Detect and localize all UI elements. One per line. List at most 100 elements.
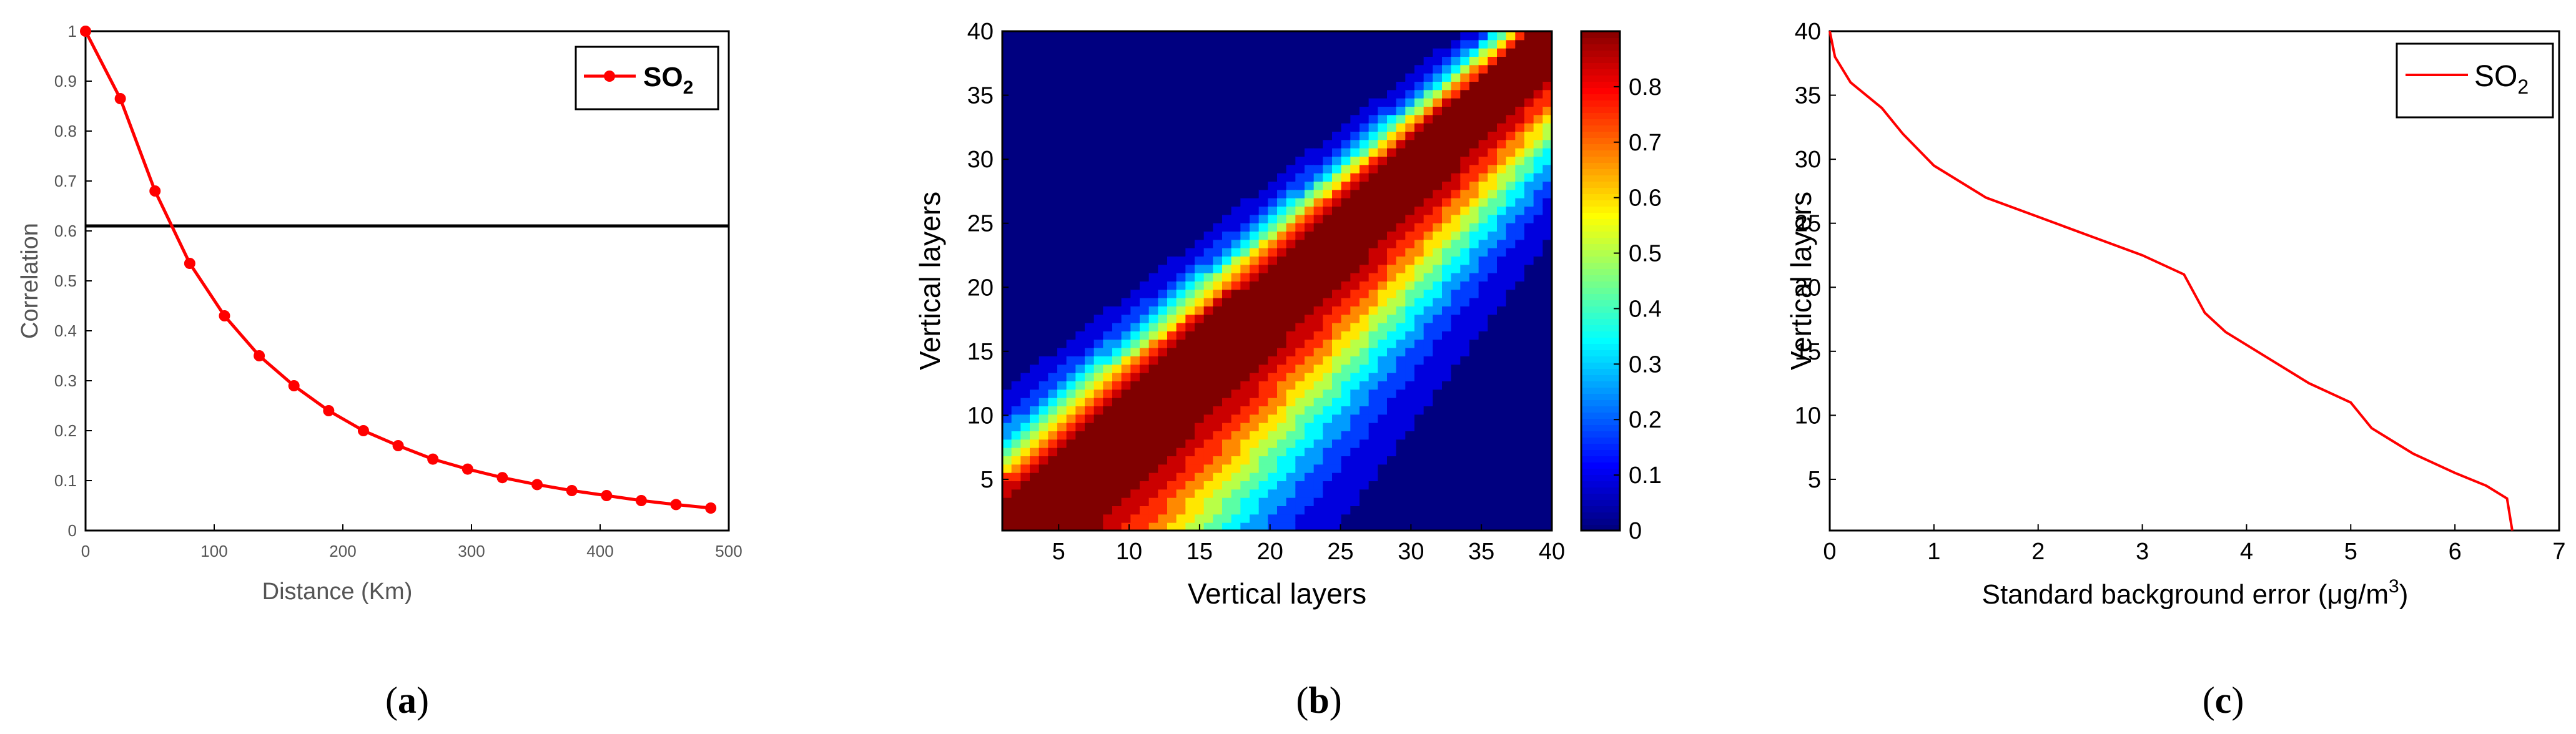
panel-b-heatmap-cell (1112, 147, 1122, 157)
panel-b-heatmap-cell (1048, 439, 1058, 448)
panel-b-heatmap-cell (1195, 39, 1205, 49)
panel-b-heatmap-cell (1057, 122, 1067, 132)
panel-b-heatmap-cell (1185, 406, 1195, 415)
panel-b-heatmap-cell (1378, 256, 1388, 265)
panel-b-heatmap-cell (1488, 81, 1498, 91)
panel-b-heatmap-cell (1378, 464, 1388, 473)
panel-b-heatmap-cell (1167, 181, 1177, 190)
panel-b-heatmap-cell (1240, 56, 1250, 66)
panel-b-heatmap-cell (1112, 206, 1122, 215)
panel-b-heatmap-cell (1488, 306, 1498, 315)
panel-b-heatmap-cell (1158, 406, 1168, 415)
panel-b-heatmap-cell (1423, 464, 1434, 473)
panel-b-heatmap-cell (1414, 514, 1424, 523)
panel-b-heatmap-cell (1515, 114, 1525, 124)
panel-b-heatmap-cell (1158, 297, 1168, 306)
panel-b-heatmap-cell (1433, 281, 1443, 290)
panel-b-heatmap-cell (1195, 156, 1205, 165)
panel-b-heatmap-cell (1066, 422, 1077, 431)
panel-b-heatmap-cell (1030, 222, 1040, 232)
panel-b-heatmap-cell (1258, 331, 1269, 340)
panel-b-heatmap-cell (1515, 206, 1525, 215)
panel-b-heatmap-cell (1405, 447, 1415, 456)
panel-b-heatmap-cell (1140, 489, 1150, 498)
panel-b-heatmap-cell (1231, 139, 1241, 149)
panel-b-heatmap-cell (1323, 72, 1333, 82)
panel-b-heatmap-cell (1203, 506, 1214, 515)
panel-b-heatmap-cell (1433, 231, 1443, 240)
panel-b-heatmap-cell (1542, 156, 1552, 165)
panel-b-heatmap-cell (1360, 397, 1369, 406)
panel-b-heatmap-cell (1057, 197, 1067, 207)
panel-b-heatmap-cell (1341, 189, 1351, 198)
panel-b-heatmap-cell (1350, 522, 1360, 531)
panel-b-heatmap-cell (1158, 381, 1168, 390)
panel-b-heatmap-cell (1268, 239, 1278, 248)
panel-b-heatmap-cell (1185, 239, 1195, 248)
panel-b-heatmap-cell (1222, 214, 1232, 223)
panel-b-heatmap-cell (1405, 106, 1415, 115)
panel-b-heatmap-cell (1121, 264, 1132, 273)
panel-b-heatmap-cell (1140, 214, 1150, 223)
panel-b-heatmap-cell (1195, 481, 1205, 490)
panel-b-heatmap-cell (1093, 64, 1104, 74)
panel-b-heatmap-cell (1497, 431, 1507, 440)
panel-b-heatmap-cell (1368, 139, 1379, 149)
panel-a-xtick-label: 0 (81, 542, 90, 560)
panel-b-heatmap-cell (1323, 39, 1333, 49)
panel-b-heatmap-cell (1341, 389, 1351, 398)
panel-b-heatmap-cell (1002, 306, 1012, 315)
panel-b-heatmap-cell (1368, 506, 1379, 515)
panel-b-heatmap-cell (1323, 172, 1333, 182)
panel-b-heatmap-cell (1066, 39, 1077, 49)
panel-b-heatmap-cell (1533, 239, 1544, 248)
panel-b-heatmap-cell (1222, 181, 1232, 190)
panel-b-heatmap-cell (1075, 381, 1085, 390)
panel-b-heatmap-cell (1085, 364, 1095, 373)
panel-b-heatmap-cell (1478, 456, 1489, 465)
panel-b-heatmap-cell (1039, 47, 1049, 57)
panel-b-heatmap-cell (1378, 389, 1388, 398)
panel-b-heatmap-cell (1011, 222, 1022, 232)
panel-b-heatmap-cell (1240, 222, 1250, 232)
panel-b-heatmap-cell (1176, 297, 1187, 306)
panel-b-heatmap-cell (1176, 231, 1187, 240)
panel-b-heatmap-cell (1360, 406, 1369, 415)
panel-b-heatmap-cell (1433, 297, 1443, 306)
panel-b-heatmap-cell (1387, 406, 1397, 415)
panel-b-heatmap-cell (1240, 297, 1250, 306)
panel-b-heatmap-cell (1396, 164, 1406, 174)
panel-b-heatmap-cell (1414, 306, 1424, 315)
panel-b-heatmap-cell (1305, 372, 1315, 381)
panel-b-heatmap-cell (1332, 81, 1342, 91)
panel-b-heatmap-cell (1368, 47, 1379, 57)
panel-b-heatmap-cell (1121, 156, 1132, 165)
panel-b-heatmap-cell (1222, 114, 1232, 124)
panel-b-heatmap-cell (1103, 147, 1113, 157)
panel-b-heatmap-cell (1423, 381, 1434, 390)
panel-b-heatmap-cell (1542, 181, 1552, 190)
panel-b-heatmap-cell (1085, 47, 1095, 57)
panel-b-heatmap-cell (1433, 414, 1443, 423)
panel-b-heatmap-cell (1203, 256, 1214, 265)
panel-b-heatmap-cell (1039, 431, 1049, 440)
panel-b-heatmap-cell (1103, 206, 1113, 215)
panel-b-heatmap-cell (1185, 214, 1195, 223)
panel-b-heatmap-cell (1295, 314, 1305, 323)
panel-b-heatmap-cell (1405, 189, 1415, 198)
panel-b-heatmap-cell (1277, 122, 1287, 132)
panel-b-colorbar-segment (1581, 449, 1620, 456)
panel-b-heatmap-cell (1121, 481, 1132, 490)
panel-b-heatmap-cell (1213, 247, 1223, 257)
panel-b-heatmap-cell (1176, 439, 1187, 448)
panel-b-heatmap-cell (1542, 239, 1552, 248)
panel-b-heatmap-cell (1341, 131, 1351, 140)
panel-b-heatmap-cell (1433, 197, 1443, 207)
panel-b-heatmap-cell (1103, 439, 1113, 448)
panel-b-heatmap-cell (1048, 339, 1058, 348)
panel-b-heatmap-cell (1148, 231, 1159, 240)
panel-b-heatmap-cell (1258, 439, 1269, 448)
panel-b-heatmap-cell (1286, 389, 1296, 398)
panel-b-heatmap-cell (1341, 89, 1351, 99)
panel-b-heatmap-cell (1075, 89, 1085, 99)
